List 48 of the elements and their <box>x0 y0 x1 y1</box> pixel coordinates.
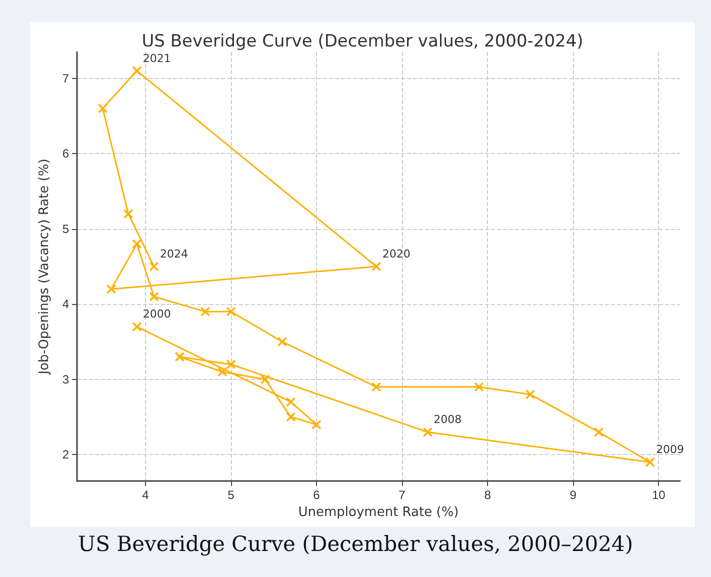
point <box>645 457 655 468</box>
y-tick-label: 2 <box>62 448 70 462</box>
x-tick-label: 10 <box>652 488 666 502</box>
point <box>474 382 484 392</box>
point <box>260 374 270 384</box>
x-tick-label: 8 <box>484 488 492 502</box>
x-tick-label: 7 <box>398 488 406 502</box>
point <box>132 66 142 76</box>
y-tick-label: 5 <box>62 222 70 236</box>
point <box>106 284 116 294</box>
chart-title: US Beveridge Curve (December values, 2000-2024) <box>142 32 584 52</box>
point <box>594 427 604 437</box>
text: US Beveridge Curve (December values, 2000–2024) <box>76 532 634 556</box>
point <box>174 352 185 362</box>
annotation: 2000 <box>142 308 171 321</box>
y-tick-label: 4 <box>62 297 70 312</box>
point <box>371 262 382 272</box>
point <box>525 390 536 400</box>
x-tick-label: 5 <box>228 488 235 502</box>
y-tick-label: 6 <box>62 146 70 161</box>
annotation: 2024 <box>160 248 188 260</box>
point <box>312 420 322 430</box>
point <box>123 208 134 219</box>
point <box>132 239 142 249</box>
y-tick-label: 3 <box>62 372 70 386</box>
y-tick-label: 7 <box>62 71 70 86</box>
annotation: 2009 <box>656 443 684 456</box>
x-tick-label: 4 <box>142 488 150 502</box>
point <box>422 427 433 437</box>
point <box>149 262 159 272</box>
point <box>286 412 296 422</box>
point <box>226 306 236 317</box>
y-axis-title: Job-Openings (Vacancy) Rate (%) <box>37 158 52 376</box>
annotation: 2021 <box>142 52 171 65</box>
annotation: 2008 <box>434 413 462 426</box>
x-axis-title: Unemployment Rate (%) <box>298 504 459 520</box>
point <box>226 359 236 370</box>
x-tick-label: 6 <box>313 488 320 502</box>
point <box>277 336 288 347</box>
annotation: 2020 <box>382 248 410 260</box>
point <box>132 322 142 332</box>
point <box>371 382 382 392</box>
point <box>286 397 296 407</box>
point <box>218 366 228 377</box>
point <box>149 292 159 302</box>
point <box>98 104 108 114</box>
point <box>200 306 210 317</box>
x-tick-label: 9 <box>570 488 577 502</box>
